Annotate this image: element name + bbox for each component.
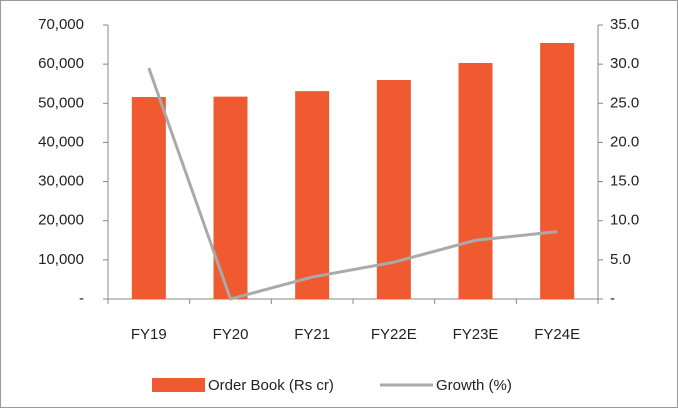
bar [376, 79, 411, 299]
y2-tick-label: 20.0 [610, 133, 639, 150]
y2-tick-label: 5.0 [610, 251, 631, 268]
y2-tick-label: 35.0 [610, 16, 639, 33]
y2-tick-label: 15.0 [610, 173, 639, 190]
legend-label: Order Book (Rs cr) [208, 377, 334, 394]
y2-tick-label: 25.0 [610, 94, 639, 111]
x-tick-label: FY22E [371, 326, 417, 343]
legend-swatch [152, 378, 205, 392]
x-tick-label: FY23E [453, 326, 499, 343]
bar [131, 97, 166, 299]
y-tick-label: 60,000 [38, 55, 84, 72]
y2-tick-label: 10.0 [610, 212, 639, 229]
bar [458, 62, 493, 300]
y-tick-label: 20,000 [38, 212, 84, 229]
y-tick-label: 70,000 [38, 16, 84, 33]
bar [540, 43, 575, 300]
x-tick-label: FY24E [534, 326, 580, 343]
line [147, 67, 558, 301]
bar [295, 91, 330, 299]
y-tick-label: 30,000 [38, 173, 84, 190]
y-tick-label: 50,000 [38, 94, 84, 111]
x-tick-label: FY20 [213, 326, 249, 343]
y-tick-label: - [79, 290, 84, 307]
y-tick-label: 10,000 [38, 251, 84, 268]
x-tick-label: FY19 [131, 326, 167, 343]
legend-label: Growth (%) [436, 377, 512, 394]
y2-tick-label: 30.0 [610, 55, 639, 72]
y2-tick-label: - [610, 290, 615, 307]
x-tick-label: FY21 [294, 326, 330, 343]
y-tick-label: 40,000 [38, 133, 84, 150]
